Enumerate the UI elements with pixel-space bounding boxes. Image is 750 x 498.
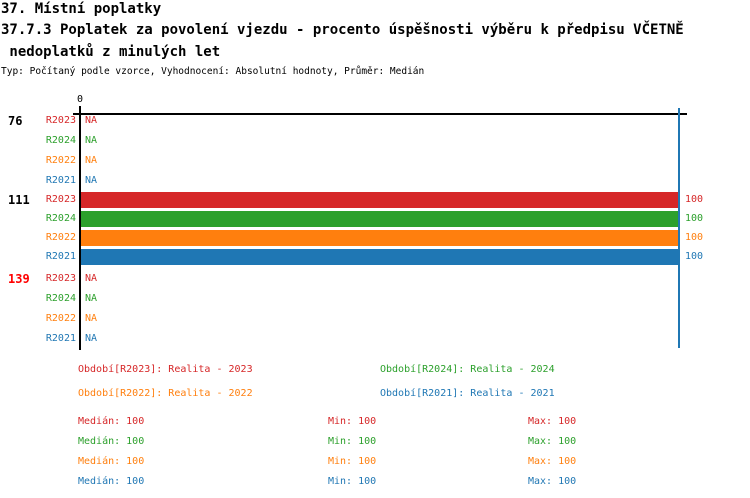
na-value: NA — [85, 175, 98, 186]
x-axis-line — [73, 113, 687, 115]
stat-max: Max: 100 — [528, 476, 577, 487]
chart-row: R2024 NA — [0, 133, 750, 149]
bar-value-label: 100 — [685, 232, 704, 243]
chart-row: R2021 100 — [0, 249, 750, 265]
stat-min: Min: 100 — [328, 416, 377, 427]
chart-row: 111 R2023 100 — [0, 192, 750, 208]
x-axis-zero-label: 0 — [76, 94, 84, 105]
legend-item-r2023: Období[R2023]: Realita - 2023 — [78, 364, 253, 375]
bar-r2021 — [81, 249, 678, 265]
stat-min: Min: 100 — [328, 456, 377, 467]
chart-row: R2022 NA — [0, 311, 750, 327]
series-label: R2024 — [45, 293, 76, 304]
stat-median: Medián: 100 — [78, 416, 145, 427]
legend-item-r2021: Období[R2021]: Realita - 2021 — [380, 388, 555, 399]
bar-value-label: 100 — [685, 213, 704, 224]
bar-value-label: 100 — [685, 194, 704, 205]
stat-max: Max: 100 — [528, 436, 577, 447]
na-value: NA — [85, 333, 98, 344]
bar-r2022 — [81, 230, 678, 246]
chart-row: R2024 NA — [0, 291, 750, 307]
na-value: NA — [85, 293, 98, 304]
chart-row: R2022 NA — [0, 153, 750, 169]
series-label: R2021 — [45, 175, 76, 186]
na-value: NA — [85, 155, 98, 166]
stat-median: Medián: 100 — [78, 476, 145, 487]
na-value: NA — [85, 115, 98, 126]
stat-min: Min: 100 — [328, 436, 377, 447]
bar-value-label: 100 — [685, 251, 704, 262]
bar-r2024 — [81, 211, 678, 227]
series-label: R2023 — [45, 194, 76, 205]
legend-item-r2024: Období[R2024]: Realita - 2024 — [380, 364, 555, 375]
na-value: NA — [85, 135, 98, 146]
series-label: R2021 — [45, 251, 76, 262]
chart-row: R2021 NA — [0, 173, 750, 189]
series-label: R2024 — [45, 135, 76, 146]
group-label-111: 111 — [8, 193, 30, 207]
series-label: R2021 — [45, 333, 76, 344]
chart-row: R2021 NA — [0, 331, 750, 347]
chart-title: 37.7.3 Poplatek za povolení vjezdu - pro… — [1, 22, 684, 38]
stat-max: Max: 100 — [528, 416, 577, 427]
stat-min: Min: 100 — [328, 476, 377, 487]
na-value: NA — [85, 313, 98, 324]
chart-row: R2024 100 — [0, 211, 750, 227]
chart-meta: Typ: Počítaný podle vzorce, Vyhodnocení:… — [1, 66, 425, 77]
series-label: R2022 — [45, 313, 76, 324]
na-value: NA — [85, 273, 98, 284]
value-100-marker-line — [678, 108, 680, 348]
chart-row: R2022 100 — [0, 230, 750, 246]
legend-item-r2022: Období[R2022]: Realita - 2022 — [78, 388, 253, 399]
stat-max: Max: 100 — [528, 456, 577, 467]
chart-row: 76 R2023 NA — [0, 113, 750, 129]
group-label-76: 76 — [8, 114, 23, 128]
bar-r2023 — [81, 192, 678, 208]
series-label: R2023 — [45, 115, 76, 126]
section-title: 37. Místní poplatky — [1, 1, 162, 17]
group-label-139: 139 — [8, 272, 30, 286]
series-label: R2023 — [45, 273, 76, 284]
chart-row: 139 R2023 NA — [0, 271, 750, 287]
series-label: R2022 — [45, 155, 76, 166]
series-label: R2022 — [45, 232, 76, 243]
chart-title-wrap: nedoplatků z minulých let — [1, 44, 221, 60]
stat-median: Medián: 100 — [78, 436, 145, 447]
y-axis-line — [79, 106, 81, 350]
stat-median: Medián: 100 — [78, 456, 145, 467]
series-label: R2024 — [45, 213, 76, 224]
